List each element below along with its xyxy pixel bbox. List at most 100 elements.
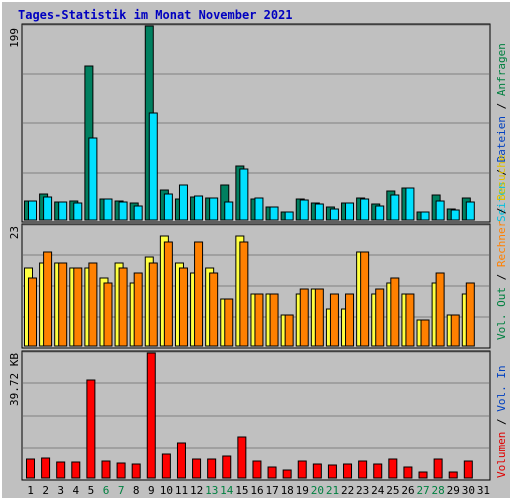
seiten-bar — [375, 205, 385, 221]
volumen-bar — [71, 461, 81, 479]
x-tick-label: 21 — [326, 484, 339, 497]
legend-entry: Rechner — [495, 220, 508, 267]
seiten-bar — [269, 206, 279, 221]
legend-separator: / — [495, 96, 508, 116]
rechner-bar — [269, 293, 279, 347]
x-tick-label: 18 — [281, 484, 294, 497]
rechner-bar — [28, 277, 37, 347]
rechner-bar — [209, 272, 219, 347]
x-tick-label: 15 — [235, 484, 248, 497]
volumen-bar — [267, 466, 277, 479]
seiten-bar — [329, 208, 339, 221]
volumen-bar — [222, 455, 232, 479]
seiten-bar — [194, 195, 204, 221]
x-tick-label: 22 — [341, 484, 354, 497]
volumen-bar — [418, 471, 428, 479]
volumen-bar — [237, 436, 247, 479]
rechner-bar — [163, 241, 173, 347]
x-tick-label: 20 — [311, 484, 324, 497]
rechner-bar — [360, 251, 370, 347]
volumen-bar — [297, 460, 307, 479]
volumen-bar — [192, 458, 202, 479]
x-tick-label: 7 — [118, 484, 125, 497]
rechner-bar — [450, 314, 460, 347]
x-tick-label: 26 — [401, 484, 414, 497]
volumen-bar — [373, 463, 383, 479]
seiten-bar — [133, 205, 143, 221]
volume-max-label: 39.72 KB — [8, 353, 21, 406]
x-tick-label: 24 — [371, 484, 385, 497]
volumen-bar — [101, 460, 111, 479]
legend-entry: Vol. In — [495, 365, 508, 411]
x-tick-label: 16 — [250, 484, 263, 497]
x-tick-label: 11 — [175, 484, 188, 497]
x-tick-label: 8 — [133, 484, 140, 497]
x-tick-label: 4 — [73, 484, 80, 497]
seiten-bar — [360, 198, 370, 221]
legend-entry: Dateien — [495, 116, 508, 162]
x-tick-label: 25 — [386, 484, 399, 497]
plot-panel — [21, 223, 491, 349]
legend-visits: Vol. Out / Rechner / Besuche — [495, 155, 508, 340]
volumen-bar — [343, 463, 353, 479]
x-tick-label: 10 — [160, 484, 173, 497]
volumen-bar — [433, 458, 443, 479]
volumen-bar — [312, 463, 322, 479]
x-tick-label: 1 — [27, 484, 34, 497]
rechner-bar — [178, 267, 188, 347]
rechner-bar — [73, 267, 83, 347]
seiten-bar — [405, 187, 415, 221]
chart-title: Tages-Statistik im Monat November 2021 — [18, 8, 293, 22]
seiten-bar — [28, 200, 37, 221]
seiten-bar — [118, 201, 128, 221]
volumen-bar — [327, 464, 337, 479]
legend-entry: Besuche — [495, 155, 508, 201]
seiten-bar — [465, 201, 475, 221]
rechner-bar — [284, 314, 294, 347]
seiten-bar — [450, 209, 460, 221]
x-tick-label: 2 — [42, 484, 49, 497]
seiten-bar — [163, 193, 173, 221]
seiten-bar — [43, 196, 53, 221]
volumen-bar — [41, 457, 51, 479]
legend-volume: Volumen / Vol. In — [495, 365, 508, 478]
volumen-bar — [403, 466, 413, 479]
x-tick-label: 27 — [416, 484, 429, 497]
volume-bars — [26, 352, 473, 479]
x-tick-label: 30 — [462, 484, 475, 497]
volumen-bar — [463, 460, 473, 479]
rechner-bar — [420, 319, 430, 347]
rechner-bar — [435, 272, 445, 347]
legend-entry: Vol. Out — [495, 287, 508, 340]
seiten-bar — [435, 200, 445, 221]
x-tick-label: 12 — [190, 484, 203, 497]
volumen-bar — [358, 460, 368, 479]
volumen-bar — [282, 469, 292, 479]
volumen-bar — [448, 471, 458, 479]
volumen-bar — [86, 379, 96, 479]
legend-separator: / — [495, 201, 508, 221]
legend-separator: / — [495, 162, 508, 182]
x-tick-label: 5 — [88, 484, 95, 497]
volumen-bar — [176, 442, 186, 479]
rechner-bar — [345, 293, 355, 347]
x-tick-label: 31 — [477, 484, 490, 497]
seiten-bar — [103, 198, 113, 221]
x-tick-label: 28 — [432, 484, 445, 497]
seiten-bar — [345, 202, 355, 221]
seiten-bar — [390, 194, 400, 221]
legend-separator: / — [495, 267, 508, 287]
rechner-bar — [103, 282, 113, 347]
x-axis-day-labels: 1 2 3 4 5 6 7 8 9 10 11 12 13 14 15 16 17 18 19 20 21 22 23 24 2… — [27, 484, 490, 497]
legend-entry: Seiten — [495, 182, 508, 222]
rechner-bar — [43, 251, 53, 347]
seiten-bar — [209, 197, 219, 221]
rechner-bar — [254, 293, 264, 347]
x-tick-label: 17 — [265, 484, 278, 497]
seiten-bar — [148, 112, 158, 221]
seiten-bar — [178, 184, 188, 221]
